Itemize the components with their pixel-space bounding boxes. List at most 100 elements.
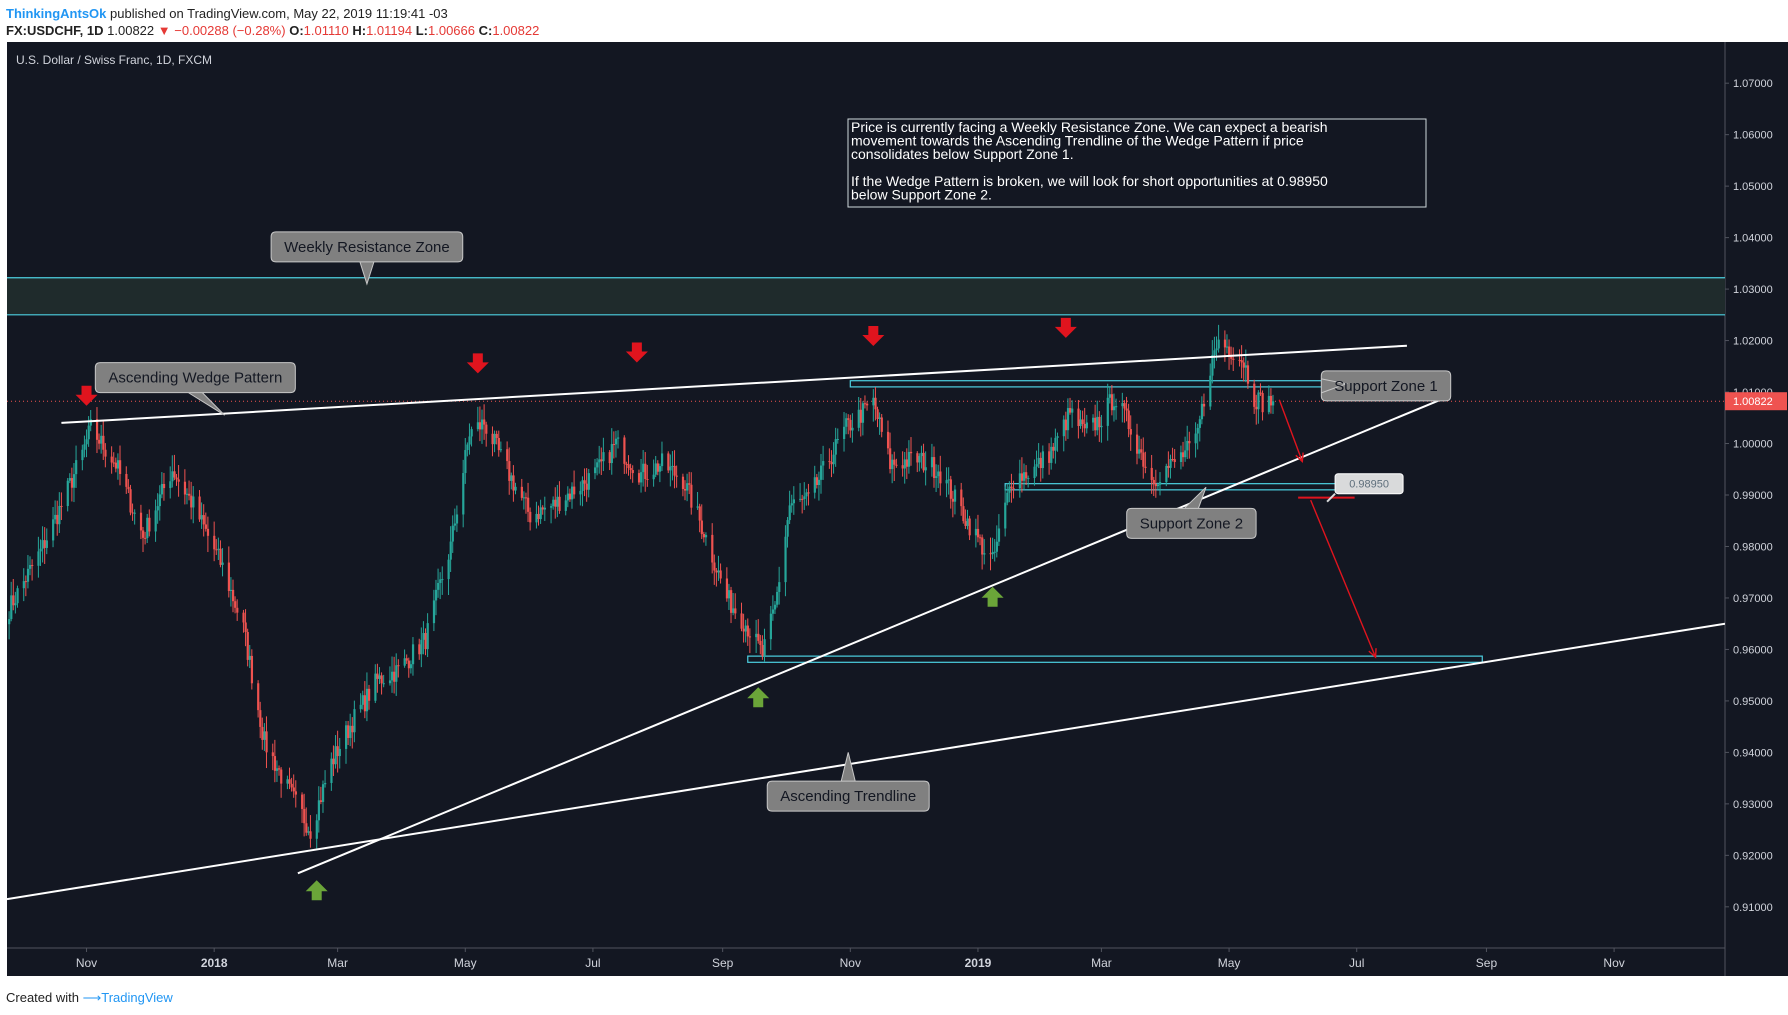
candle	[683, 480, 687, 501]
tradingview-link[interactable]: TradingView	[101, 990, 173, 1005]
chart-title: U.S. Dollar / Swiss Franc, 1D, FXCM	[16, 53, 212, 67]
candle	[405, 654, 408, 664]
callout-ascending-trendline[interactable]: Ascending Trendline	[766, 752, 930, 812]
candle	[142, 526, 145, 553]
candle	[1094, 404, 1097, 437]
candle	[907, 440, 911, 474]
candle	[717, 555, 720, 581]
svg-text:Ascending Wedge Pattern: Ascending Wedge Pattern	[108, 370, 282, 387]
author-link[interactable]: ThinkingAntsOk	[6, 6, 107, 21]
y-tick-label: 1.06000	[1733, 130, 1773, 142]
candle	[566, 486, 570, 508]
candle	[70, 467, 74, 502]
candle	[485, 421, 488, 447]
candle	[895, 458, 898, 468]
candle	[968, 515, 971, 541]
candle	[1225, 334, 1229, 354]
change-down-icon: ▼	[157, 23, 171, 38]
candle	[602, 437, 605, 472]
candle	[95, 407, 99, 454]
candle	[880, 413, 883, 438]
candle	[669, 454, 672, 487]
candle	[935, 464, 938, 492]
candle	[878, 412, 881, 435]
candle	[554, 487, 557, 519]
candle	[250, 649, 254, 690]
candle	[922, 443, 925, 473]
time-axis[interactable]	[7, 948, 1788, 976]
candle	[830, 450, 833, 478]
candle	[1052, 442, 1055, 459]
candle	[158, 485, 161, 521]
callout-ascending-wedge-pattern[interactable]: Ascending Wedge Pattern	[94, 362, 296, 416]
candle	[72, 463, 76, 503]
candle	[627, 455, 630, 476]
candle	[734, 593, 737, 619]
candle	[156, 493, 159, 524]
candle	[845, 413, 848, 435]
candle	[351, 717, 354, 749]
candle	[822, 445, 825, 480]
callout-support-zone-2[interactable]: Support Zone 2	[1126, 486, 1257, 539]
candle	[744, 619, 747, 643]
candle	[1123, 400, 1126, 423]
candle	[1010, 473, 1013, 503]
candle	[1240, 345, 1243, 379]
candle	[160, 472, 164, 499]
x-tick-label: Mar	[327, 956, 348, 970]
candle	[365, 672, 369, 722]
candle	[127, 479, 130, 494]
candle	[102, 420, 105, 460]
candle	[1169, 454, 1172, 479]
x-tick-label: 2018	[201, 956, 228, 970]
candle	[646, 464, 649, 487]
candle	[1186, 425, 1189, 460]
candle	[541, 505, 544, 515]
candle	[22, 568, 25, 602]
candle	[535, 501, 538, 529]
candle	[1079, 410, 1082, 429]
candle	[391, 656, 394, 693]
close-label: C:	[478, 23, 493, 38]
y-tick-label: 1.00000	[1733, 439, 1773, 451]
candle	[1138, 435, 1141, 459]
x-tick-label: Nov	[76, 956, 97, 970]
candle	[434, 579, 438, 616]
candle	[58, 492, 61, 533]
candle	[863, 395, 867, 409]
candle	[1152, 476, 1155, 497]
candle	[704, 532, 708, 546]
price-axis[interactable]	[1725, 42, 1788, 948]
y-tick-label: 1.02000	[1733, 336, 1773, 348]
candle	[131, 503, 134, 521]
candle	[803, 482, 806, 510]
candle	[54, 500, 57, 524]
candle	[1213, 336, 1216, 369]
callout-weekly-resistance-zone[interactable]: Weekly Resistance Zone	[270, 231, 464, 286]
candle	[1018, 459, 1022, 498]
candle	[1127, 403, 1130, 438]
callout-support-zone-1[interactable]: Support Zone 1	[1320, 370, 1452, 402]
upper-wedge-line	[61, 344, 1407, 424]
candle	[939, 455, 942, 496]
candle	[667, 451, 670, 474]
note-line: Price is currently facing a Weekly Resis…	[851, 119, 1327, 135]
candle	[813, 465, 816, 499]
candle	[1253, 379, 1256, 414]
candle	[866, 401, 869, 411]
last-price-label: 1.00822	[1733, 396, 1773, 408]
candle	[953, 485, 957, 515]
candle	[543, 496, 546, 522]
candle	[1154, 469, 1158, 498]
price-tag-0.98950[interactable]: 0.98950	[1326, 473, 1404, 503]
symbol-label: FX:USDCHF, 1D	[6, 23, 104, 38]
candle	[909, 437, 913, 466]
candle	[418, 638, 421, 660]
candle	[1035, 450, 1038, 477]
candle	[1012, 480, 1015, 499]
candle	[993, 539, 996, 562]
candle	[1255, 394, 1258, 425]
candle	[640, 458, 643, 493]
candle	[321, 780, 325, 813]
